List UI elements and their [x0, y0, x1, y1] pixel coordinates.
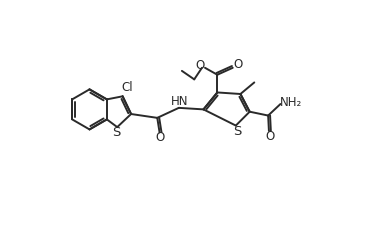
Text: O: O — [195, 59, 204, 72]
Text: NH₂: NH₂ — [280, 96, 302, 109]
Text: HN: HN — [171, 95, 188, 108]
Text: Cl: Cl — [121, 81, 133, 94]
Text: O: O — [234, 58, 243, 71]
Text: S: S — [112, 126, 121, 139]
Text: O: O — [265, 130, 274, 143]
Text: S: S — [233, 125, 242, 138]
Text: O: O — [156, 131, 165, 144]
